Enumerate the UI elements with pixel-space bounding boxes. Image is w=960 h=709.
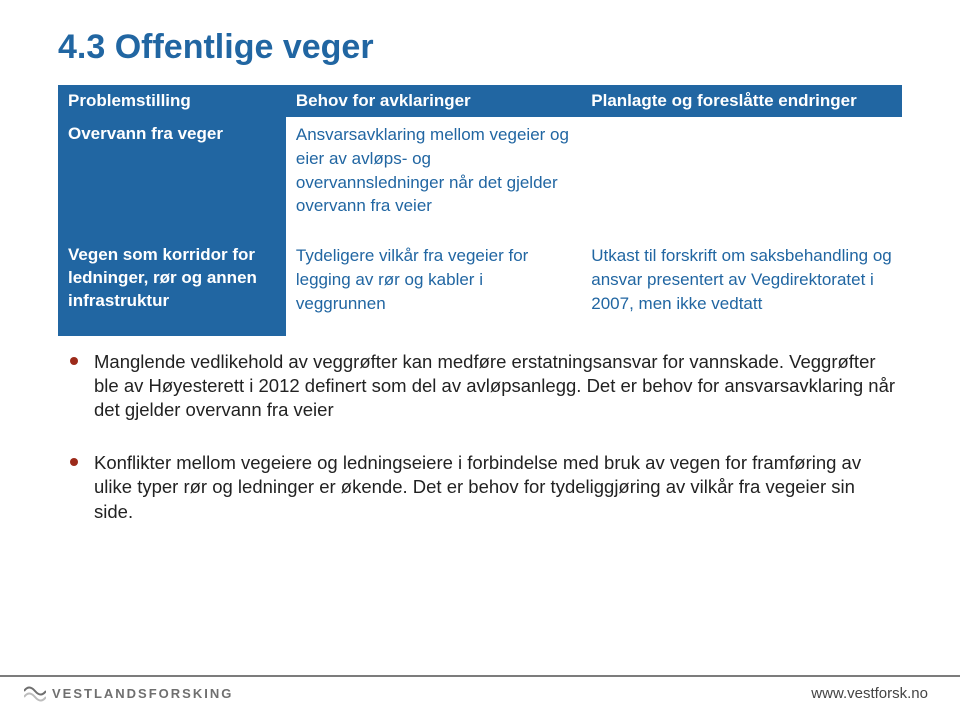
slide: 4.3 Offentlige veger Problemstilling Beh… xyxy=(0,0,960,709)
cell: Tydeligere vilkår fra vegeier for leggin… xyxy=(286,238,581,335)
col-header-problem: Problemstilling xyxy=(58,85,286,117)
footer-url: www.vestforsk.no xyxy=(811,685,928,702)
cell xyxy=(581,117,902,238)
matrix-table: Problemstilling Behov for avklaringer Pl… xyxy=(58,85,902,336)
logo: VESTLANDSFORSKING xyxy=(24,684,233,702)
bullet-dot-icon xyxy=(70,357,78,365)
page-title: 4.3 Offentlige veger xyxy=(58,28,902,67)
list-item: Konflikter mellom vegeiere og ledningsei… xyxy=(64,451,896,524)
col-header-plan: Planlagte og foreslåtte endringer xyxy=(581,85,902,117)
logo-text: VESTLANDSFORSKING xyxy=(52,686,233,701)
row-head: Vegen som korridor for ledninger, rør og… xyxy=(58,238,286,335)
bullet-text: Konflikter mellom vegeiere og ledningsei… xyxy=(94,452,861,522)
row-head: Overvann fra veger xyxy=(58,117,286,238)
table-row: Overvann fra veger Ansvarsavklaring mell… xyxy=(58,117,902,238)
col-header-need: Behov for avklaringer xyxy=(286,85,581,117)
table-header-row: Problemstilling Behov for avklaringer Pl… xyxy=(58,85,902,117)
bullet-dot-icon xyxy=(70,458,78,466)
bullet-list: Manglende vedlikehold av veggrøfter kan … xyxy=(58,350,902,524)
cell: Utkast til forskrift om saksbehandling o… xyxy=(581,238,902,335)
logo-mark-icon xyxy=(24,684,46,702)
cell: Ansvarsavklaring mellom vegeier og eier … xyxy=(286,117,581,238)
list-item: Manglende vedlikehold av veggrøfter kan … xyxy=(64,350,896,423)
bullet-text: Manglende vedlikehold av veggrøfter kan … xyxy=(94,351,895,421)
table-row: Vegen som korridor for ledninger, rør og… xyxy=(58,238,902,335)
footer: VESTLANDSFORSKING www.vestforsk.no xyxy=(0,675,960,709)
